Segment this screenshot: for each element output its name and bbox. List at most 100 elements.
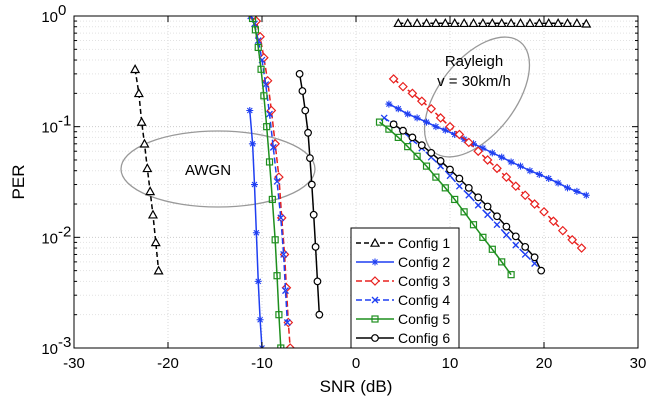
marker-diamond: [548, 216, 559, 227]
marker-square: [451, 195, 459, 204]
marker-star: [517, 162, 524, 170]
marker-triangle: [534, 18, 545, 28]
marker-square: [268, 195, 276, 204]
marker-circle: [511, 232, 520, 241]
marker-diamond: [539, 206, 549, 217]
marker-circle: [304, 128, 312, 137]
y-tick-exponent: -3: [58, 334, 71, 351]
marker-square: [375, 118, 384, 126]
series-config-1: [130, 18, 592, 275]
series-line: [398, 22, 587, 25]
marker-circle: [483, 202, 492, 211]
y-tick-label: 10: [41, 9, 58, 26]
marker-star: [498, 153, 506, 161]
marker-star: [413, 114, 421, 122]
marker-x: [371, 296, 379, 304]
marker-diamond: [426, 103, 437, 114]
marker-triangle: [430, 18, 441, 28]
legend-label: Config 6: [398, 330, 450, 346]
marker-x: [493, 221, 501, 229]
marker-x: [465, 191, 473, 199]
marker-square: [263, 123, 271, 131]
marker-square: [254, 43, 262, 52]
marker-star: [582, 191, 590, 199]
marker-star: [479, 144, 487, 152]
marker-triangle: [506, 18, 517, 28]
marker-star: [545, 175, 553, 183]
marker-star: [252, 229, 260, 237]
marker-triangle: [553, 18, 564, 28]
marker-diamond: [463, 137, 474, 148]
marker-diamond: [285, 343, 296, 348]
marker-diamond: [454, 129, 465, 140]
marker-triangle: [487, 18, 498, 28]
marker-circle: [298, 87, 307, 95]
x-tick-label: 10: [442, 355, 459, 372]
marker-star: [488, 149, 496, 157]
marker-circle: [521, 242, 530, 251]
marker-square: [271, 236, 279, 244]
marker-x: [484, 211, 492, 219]
marker-star: [554, 179, 562, 187]
legend-box: [350, 227, 460, 349]
marker-star: [394, 105, 402, 113]
marker-triangle: [133, 88, 144, 98]
marker-square: [507, 271, 515, 279]
marker-x: [283, 319, 291, 326]
marker-diamond: [492, 163, 502, 174]
marker-square: [422, 162, 431, 170]
annotation-rayleigh-line1: Rayleigh: [445, 53, 503, 70]
x-tick-label: -20: [157, 355, 179, 372]
legend-label: Config 3: [398, 273, 450, 289]
x-axis-title: SNR (dB): [320, 377, 393, 396]
marker-star: [432, 123, 440, 131]
marker-x: [273, 177, 281, 185]
x-tick-label: 0: [352, 355, 360, 372]
marker-diamond: [510, 181, 521, 192]
marker-x: [247, 16, 255, 20]
legend-label: Config 1: [398, 235, 450, 251]
marker-star: [535, 170, 543, 178]
marker-square: [460, 208, 468, 216]
series-group: [130, 16, 592, 348]
marker-star: [423, 118, 430, 126]
marker-circle: [455, 174, 464, 183]
marker-circle: [311, 242, 320, 251]
marker-square: [394, 133, 402, 141]
marker-star: [573, 187, 581, 195]
marker-circle: [309, 210, 318, 219]
marker-square: [265, 158, 274, 166]
marker-square: [479, 233, 487, 241]
marker-diamond: [520, 190, 531, 201]
annotation-awgn: AWGN: [185, 162, 231, 179]
marker-diamond: [473, 146, 484, 157]
series-config-5: [249, 16, 515, 348]
y-tick-exponent: 0: [58, 2, 66, 19]
series-config-2: [246, 100, 590, 348]
marker-star: [371, 258, 379, 266]
marker-circle: [389, 120, 398, 129]
y-tick-label: 10: [41, 230, 58, 247]
marker-circle: [399, 126, 407, 135]
marker-x: [280, 251, 288, 258]
marker-triangle: [562, 18, 573, 28]
marker-circle: [502, 222, 511, 231]
marker-x: [277, 214, 285, 222]
marker-diamond: [501, 172, 512, 182]
marker-circle: [474, 193, 483, 202]
marker-x: [474, 201, 482, 209]
marker-triangle: [543, 18, 554, 28]
marker-triangle: [136, 116, 147, 126]
marker-triangle: [139, 138, 150, 148]
marker-square: [432, 173, 440, 181]
marker-circle: [493, 212, 501, 221]
marker-diamond: [576, 243, 587, 253]
marker-star: [249, 140, 257, 148]
series-line: [298, 73, 321, 315]
marker-square: [275, 311, 283, 319]
marker-star: [564, 184, 571, 192]
marker-x: [512, 241, 520, 249]
marker-triangle: [412, 18, 423, 28]
marker-circle: [301, 106, 310, 115]
